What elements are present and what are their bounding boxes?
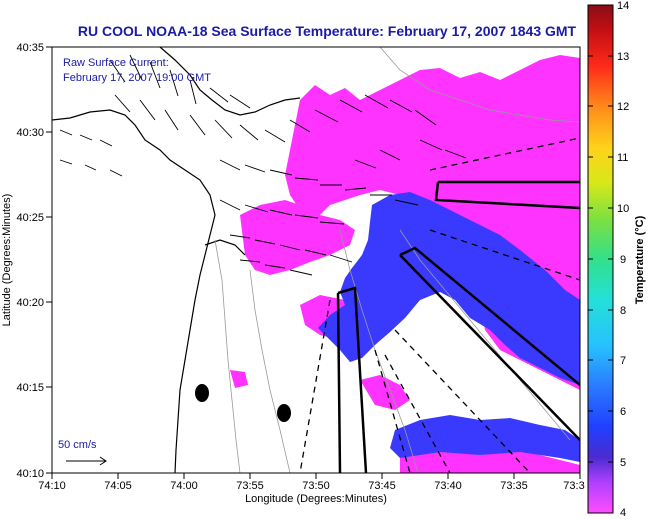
colorbar-tick: 4 [620, 507, 626, 519]
scale-label: 50 cm/s [58, 439, 97, 451]
x-axis: 74:10 74:05 74:00 73:55 73:50 73:45 73:4… [38, 473, 585, 505]
current-time: February 17, 2007 19:00 GMT [63, 72, 211, 84]
colorbar-tick: 14 [617, 0, 629, 12]
colorbar-tick: 9 [620, 254, 626, 266]
current-label: Raw Surface Current: [63, 57, 169, 69]
colorbar-tick: 5 [620, 457, 626, 469]
y-tick-label: 40:20 [16, 297, 44, 309]
x-tick-label: 73:40 [434, 480, 462, 492]
coastline [52, 47, 301, 473]
x-axis-label: Longitude (Degrees:Minutes) [245, 493, 387, 505]
sector-lines [299, 137, 580, 473]
x-tick-label: 74:10 [38, 480, 66, 492]
sst-cold-region [318, 192, 580, 462]
x-tick-label: 74:00 [170, 480, 198, 492]
colorbar-tick: 8 [620, 305, 626, 317]
y-axis-label: Latitude (Degrees:Minutes) [1, 194, 13, 327]
y-tick-label: 40:15 [16, 382, 44, 394]
scale-arrow-icon [66, 456, 107, 466]
marker-west [195, 384, 209, 402]
y-tick-label: 40:25 [16, 212, 44, 224]
x-tick-label: 73:35 [500, 480, 528, 492]
x-tick-label: 73:3 [563, 480, 584, 492]
colorbar-tick: 10 [617, 203, 629, 215]
y-tick-label: 40:35 [16, 42, 44, 54]
colorbar: 14 13 12 11 10 9 8 7 6 5 4 Temperature (… [587, 0, 646, 519]
y-tick-label: 40:30 [16, 127, 44, 139]
marker-east [277, 404, 291, 422]
y-axis: 40:35 40:30 40:25 40:20 40:15 40:10 Lati… [1, 42, 52, 480]
colorbar-tick: 13 [617, 51, 629, 63]
x-tick-label: 74:05 [104, 480, 132, 492]
colorbar-tick: 6 [620, 406, 626, 418]
x-tick-label: 73:50 [302, 480, 330, 492]
plot-area: 50 cm/s [52, 47, 580, 473]
x-tick-label: 73:55 [236, 480, 264, 492]
study-boxes [336, 180, 580, 473]
current-vectors [59, 54, 467, 276]
sst-warm-region [230, 55, 580, 473]
colorbar-tick: 7 [620, 355, 626, 367]
colorbar-tick: 12 [617, 101, 629, 113]
y-tick-label: 40:10 [16, 468, 44, 480]
colorbar-label: Temperature (°C) [634, 215, 646, 304]
x-tick-label: 73:45 [368, 480, 396, 492]
colorbar-tick: 11 [617, 152, 628, 164]
map-title: RU COOL NOAA-18 Sea Surface Temperature:… [78, 23, 577, 39]
